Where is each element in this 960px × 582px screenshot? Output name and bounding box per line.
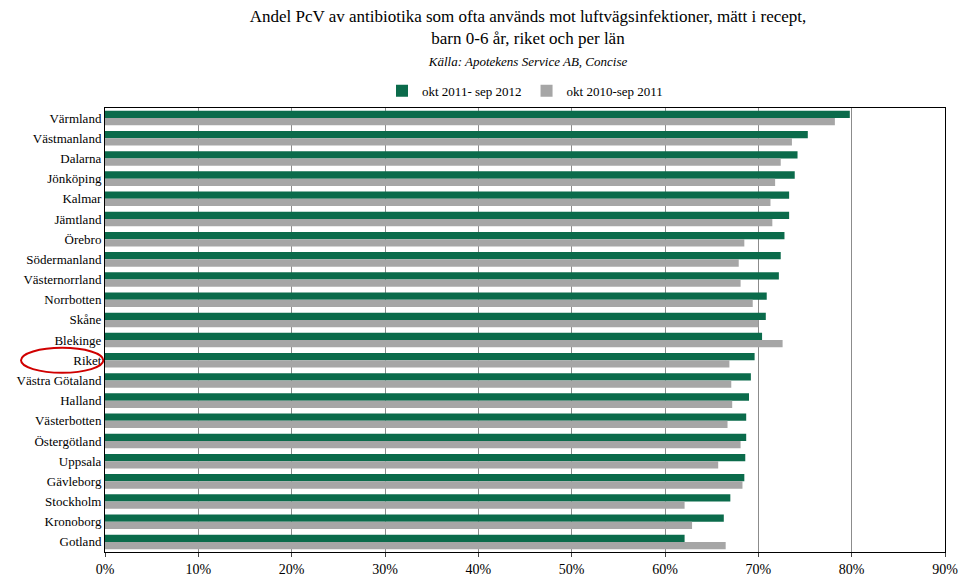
svg-text:Västerbotten: Västerbotten	[35, 413, 102, 428]
svg-text:Blekinge: Blekinge	[54, 333, 101, 348]
svg-text:Uppsala: Uppsala	[59, 454, 102, 469]
svg-text:Kronoborg: Kronoborg	[45, 514, 102, 529]
svg-text:okt 2010-sep 2011: okt 2010-sep 2011	[567, 84, 663, 99]
svg-text:Västmanland: Västmanland	[33, 131, 102, 146]
svg-text:40%: 40%	[465, 562, 491, 577]
svg-text:50%: 50%	[559, 562, 585, 577]
svg-text:Södermanland: Södermanland	[26, 252, 102, 267]
svg-text:20%: 20%	[279, 562, 305, 577]
svg-text:10%: 10%	[185, 562, 211, 577]
svg-text:Andel PcV av antibiotika som o: Andel PcV av antibiotika som ofta använd…	[250, 7, 807, 69]
svg-text:Västra Götaland: Västra Götaland	[17, 373, 102, 388]
svg-text:Halland: Halland	[60, 393, 102, 408]
svg-text:Riket: Riket	[73, 353, 102, 368]
svg-text:okt 2011- sep 2012: okt 2011- sep 2012	[422, 84, 522, 99]
svg-text:60%: 60%	[652, 562, 678, 577]
svg-text:Gotland: Gotland	[60, 534, 102, 549]
svg-text:0%: 0%	[96, 562, 115, 577]
svg-text:Kalmar: Kalmar	[62, 191, 102, 206]
svg-text:Västernorrland: Västernorrland	[23, 272, 101, 287]
svg-text:Skåne: Skåne	[70, 312, 102, 327]
svg-text:Östergötland: Östergötland	[34, 434, 101, 449]
svg-text:30%: 30%	[372, 562, 398, 577]
svg-text:80%: 80%	[839, 562, 865, 577]
svg-text:Gävleborg: Gävleborg	[47, 474, 102, 489]
svg-text:Jönköping: Jönköping	[47, 171, 102, 186]
svg-text:90%: 90%	[932, 562, 958, 577]
svg-text:Dalarna: Dalarna	[60, 151, 101, 166]
svg-text:Stockholm: Stockholm	[45, 494, 101, 509]
svg-text:Norrbotten: Norrbotten	[44, 292, 102, 307]
svg-text:Värmland: Värmland	[49, 111, 101, 126]
svg-text:Jämtland: Jämtland	[54, 212, 101, 227]
svg-text:Örebro: Örebro	[65, 232, 102, 247]
svg-text:70%: 70%	[745, 562, 771, 577]
